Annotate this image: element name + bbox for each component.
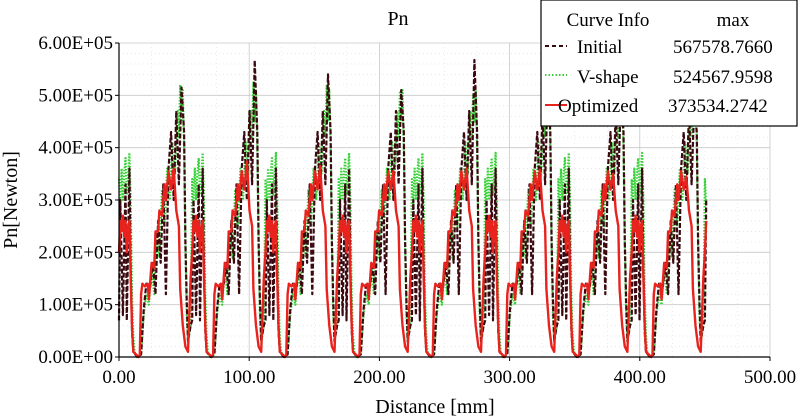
- y-tick-label: 3.00E+05: [38, 190, 113, 211]
- y-tick-label: 6.00E+05: [38, 33, 113, 54]
- y-tick-label: 4.00E+05: [38, 138, 113, 159]
- legend-label-initial: Initial: [577, 37, 622, 58]
- legend-entry-initial: Initial 567578.7660: [545, 37, 773, 58]
- tick-labels: 0.00E+00 1.00E+05 2.00E+05 3.00E+05 4.00E+05…: [38, 33, 796, 388]
- legend-entry-optimized: Optimized 373534.2742: [545, 96, 768, 117]
- y-tick-label: 0.00E+00: [38, 347, 113, 368]
- legend-label-v-shape: V-shape: [577, 67, 639, 88]
- x-tick-label: 400.00: [614, 367, 666, 388]
- x-tick-label: 100.00: [223, 367, 275, 388]
- y-tick-label: 2.00E+05: [38, 242, 113, 263]
- chart-title: Pn: [387, 8, 408, 30]
- x-tick-label: 0.00: [102, 367, 135, 388]
- legend: Curve Info max Initial 567578.7660 V-sha…: [540, 0, 798, 127]
- y-tick-label: 5.00E+05: [38, 85, 113, 106]
- legend-entry-v-shape: V-shape 524567.9598: [545, 67, 773, 88]
- legend-header-value: max: [717, 10, 750, 31]
- x-axis-title: Distance [mm]: [375, 396, 494, 418]
- x-tick-label: 300.00: [483, 367, 535, 388]
- x-tick-label: 500.00: [744, 367, 796, 388]
- legend-label-optimized: Optimized: [558, 96, 639, 117]
- y-axis-title: Pn[Newton]: [0, 151, 22, 249]
- legend-max-optimized: 373534.2742: [668, 96, 768, 117]
- legend-max-v-shape: 524567.9598: [673, 67, 773, 88]
- x-tick-label: 200.00: [353, 367, 405, 388]
- legend-box: [540, 0, 798, 127]
- series-line-initial: [117, 58, 708, 359]
- legend-max-initial: 567578.7660: [673, 37, 773, 58]
- y-tick-label: 1.00E+05: [38, 295, 113, 316]
- legend-header-name: Curve Info: [567, 10, 650, 31]
